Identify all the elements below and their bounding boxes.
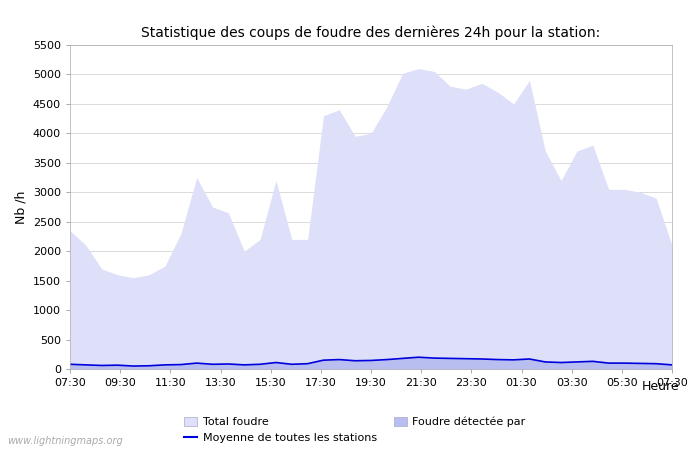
Legend: Total foudre, Moyenne de toutes les stations, Foudre détectée par: Total foudre, Moyenne de toutes les stat…: [184, 417, 526, 443]
Title: Statistique des coups de foudre des dernières 24h pour la station:: Statistique des coups de foudre des dern…: [141, 25, 601, 40]
Text: Heure: Heure: [641, 380, 679, 393]
Text: www.lightningmaps.org: www.lightningmaps.org: [7, 436, 122, 446]
Y-axis label: Nb /h: Nb /h: [14, 190, 27, 224]
